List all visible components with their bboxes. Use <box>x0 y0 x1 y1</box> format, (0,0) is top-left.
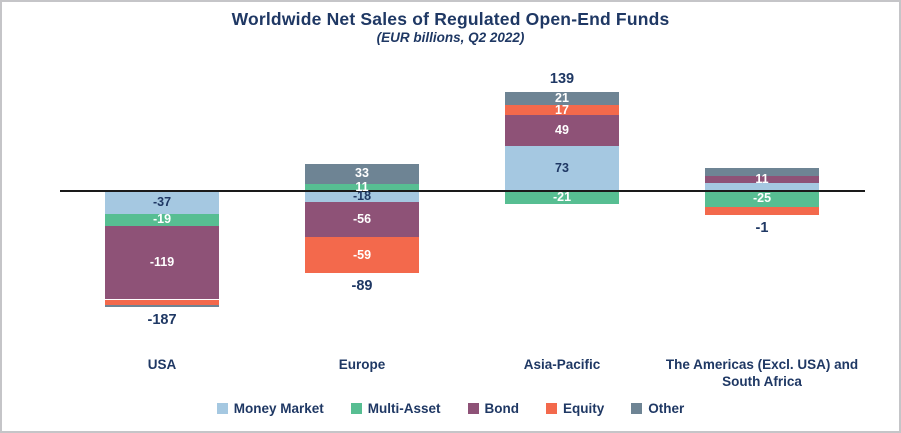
chart-title: Worldwide Net Sales of Regulated Open-En… <box>231 9 670 29</box>
bar-segment-money-market-asia-pacific <box>505 145 619 191</box>
legend-label: Other <box>648 401 685 416</box>
bar-segment-bond-europe <box>305 202 419 237</box>
total-value-label: -1 <box>755 219 769 236</box>
legend-swatch-icon <box>546 403 557 414</box>
bar-segment-equity-europe <box>305 236 419 274</box>
chart-subtitle: (EUR billions, Q2 2022) <box>376 30 525 45</box>
legend-swatch-icon <box>216 403 228 414</box>
legend-item-money-market: Money Market <box>216 401 324 416</box>
bar-segment-multi-asset-europe <box>305 184 419 191</box>
legend-label: Equity <box>563 401 605 416</box>
bar-segment-other-europe <box>305 163 419 185</box>
zero-axis-line <box>60 190 865 192</box>
bar-segment-money-market-usa <box>105 191 219 214</box>
bar-segment-other-asia-pacific <box>505 91 619 105</box>
bar-segment-equity-the-americas-excl-usa-and-south-africa <box>705 206 819 215</box>
bar-segment-equity-asia-pacific <box>505 104 619 116</box>
bar-segment-multi-asset-the-americas-excl-usa-and-south-africa <box>705 191 819 207</box>
legend-item-bond: Bond <box>467 401 520 416</box>
bar-segment-multi-asset-usa <box>105 213 219 226</box>
legend-swatch-icon <box>631 403 643 414</box>
legend-item-multi-asset: Multi-Asset <box>350 401 441 416</box>
legend-label: Money Market <box>233 401 324 416</box>
bar-segment-other-usa <box>105 305 219 307</box>
bar-segment-equity-usa <box>105 299 219 306</box>
category-label-usa: USA <box>147 357 177 372</box>
category-label-europe: Europe <box>338 357 386 372</box>
bar-segment-other-the-americas-excl-usa-and-south-africa <box>705 168 819 177</box>
bar-segment-money-market-europe <box>305 191 419 203</box>
bar-segment-multi-asset-asia-pacific <box>505 191 619 205</box>
category-label-asia-pacific: Asia-Pacific <box>523 357 601 372</box>
legend-swatch-icon <box>467 403 479 414</box>
category-label-the-americas-excl-usa-and-south-africa: The Americas (Excl. USA) and South Afric… <box>665 357 859 389</box>
legend-swatch-icon <box>350 403 362 414</box>
bar-segment-bond-asia-pacific <box>505 115 619 146</box>
bar-segment-money-market-the-americas-excl-usa-and-south-africa <box>705 182 819 191</box>
legend-label: Multi-Asset <box>367 401 441 416</box>
total-value-label: -89 <box>351 278 373 295</box>
bar-segment-bond-usa <box>105 225 219 300</box>
total-value-label: 139 <box>549 70 575 87</box>
legend-label: Bond <box>484 401 520 416</box>
bar-segment-bond-the-americas-excl-usa-and-south-africa <box>705 176 819 183</box>
legend: Money Market Multi-Asset Bond Equity Other <box>2 401 899 416</box>
legend-item-equity: Equity <box>546 401 604 416</box>
legend-item-other: Other <box>631 401 684 416</box>
total-value-label: -187 <box>147 311 177 328</box>
